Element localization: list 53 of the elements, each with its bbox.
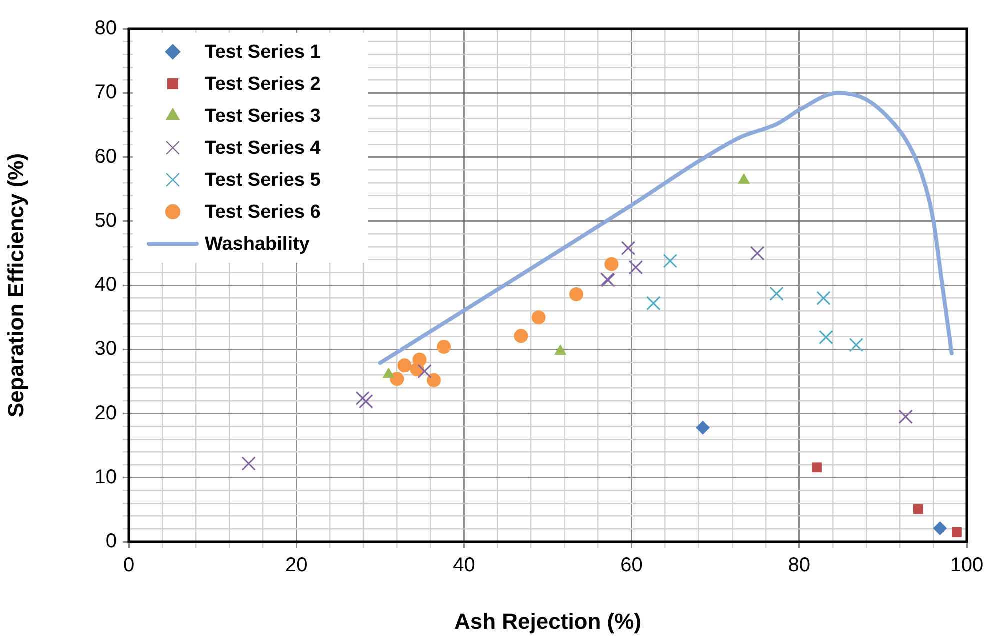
legend-label: Test Series 2 bbox=[205, 74, 321, 96]
y-tick-label: 70 bbox=[94, 82, 117, 104]
point bbox=[569, 287, 584, 302]
point bbox=[437, 340, 452, 354]
y-axis-title: Separation Efficiency (%) bbox=[3, 153, 28, 418]
point bbox=[696, 420, 710, 435]
point bbox=[812, 462, 822, 473]
point bbox=[359, 394, 374, 409]
y-tick-label: 50 bbox=[94, 210, 117, 232]
point bbox=[418, 364, 432, 379]
point bbox=[628, 260, 644, 275]
point bbox=[398, 358, 412, 373]
legend-label: Test Series 4 bbox=[205, 138, 322, 160]
legend-label: Test Series 1 bbox=[205, 42, 322, 64]
legend-label: Test Series 5 bbox=[205, 170, 322, 192]
point bbox=[849, 338, 864, 352]
point bbox=[427, 373, 442, 388]
y-tick-label: 30 bbox=[94, 338, 117, 360]
point bbox=[412, 352, 427, 367]
point bbox=[390, 372, 404, 386]
point bbox=[356, 391, 370, 406]
y-tick-label: 60 bbox=[94, 146, 117, 168]
y-tick-label: 40 bbox=[94, 274, 117, 296]
legend-label: Test Series 6 bbox=[205, 202, 321, 224]
x-tick-label: 0 bbox=[123, 554, 135, 577]
y-tick-label: 20 bbox=[94, 402, 117, 424]
y-tick-label: 10 bbox=[94, 466, 117, 488]
point bbox=[933, 522, 948, 536]
x-tick-label: 40 bbox=[453, 554, 476, 577]
x-tick-label: 100 bbox=[950, 554, 984, 577]
point bbox=[898, 410, 913, 424]
line-series bbox=[378, 91, 954, 366]
point bbox=[514, 329, 528, 344]
point bbox=[819, 330, 834, 345]
point bbox=[816, 291, 831, 306]
point bbox=[646, 296, 661, 311]
y-tick-label: 0 bbox=[106, 530, 117, 553]
y-tick-label: 80 bbox=[94, 18, 117, 40]
x-axis-title: Ash Rejection (%) bbox=[454, 608, 642, 634]
point bbox=[770, 286, 784, 301]
x-tick-label: 80 bbox=[788, 554, 811, 577]
point bbox=[913, 504, 924, 514]
point bbox=[242, 456, 256, 471]
x-tick-label: 60 bbox=[620, 554, 643, 577]
point bbox=[621, 241, 636, 256]
legend-label: Test Series 3 bbox=[205, 106, 321, 128]
point bbox=[750, 246, 765, 261]
point bbox=[663, 254, 678, 268]
x-tick-label: 20 bbox=[285, 554, 308, 577]
point bbox=[952, 527, 962, 538]
legend-label: Washability bbox=[205, 234, 310, 256]
point bbox=[604, 257, 619, 272]
point bbox=[532, 310, 546, 325]
